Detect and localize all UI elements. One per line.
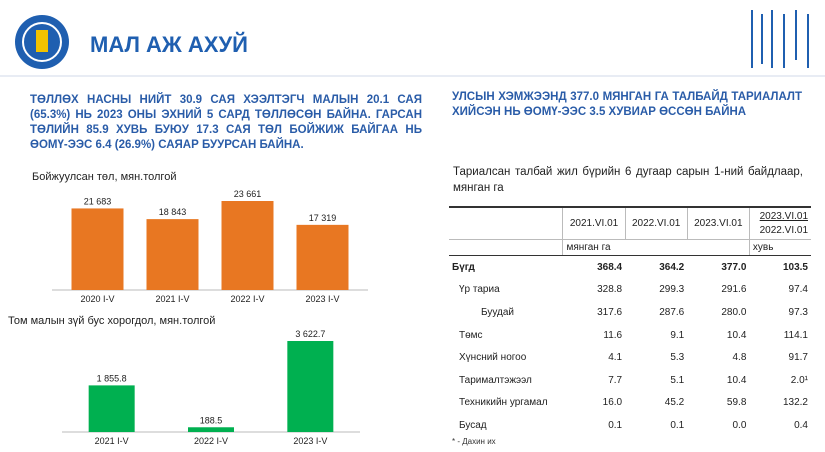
value-label: 23 661	[234, 189, 262, 199]
table-cell: 0.1	[608, 419, 623, 431]
table-cell: Хүнсний ногоо	[459, 352, 527, 364]
left-summary: ТӨЛЛӨХ НАСНЫ НИЙТ 30.9 САЯ ХЭЭЛТЭГЧ МАЛЫ…	[30, 94, 422, 151]
table-row: Бүгд 368.4 364.2 377.0 103.5	[449, 256, 811, 279]
table-cell: хувь	[748, 239, 811, 256]
ratio-header: 2022.VI.01	[759, 224, 808, 236]
table-cell: 4.1	[608, 352, 623, 364]
table-row: Тарималтэжээл 7.7 5.1 10.4 2.0¹	[449, 369, 811, 392]
bar	[88, 385, 135, 432]
table-cell: 4.8	[732, 352, 747, 364]
script-logo	[751, 10, 809, 68]
ratio-header: 2023.VI.01	[759, 210, 808, 222]
x-tick-label: 2021 I-V	[95, 436, 129, 446]
table-cell: Буудай	[481, 306, 514, 318]
table-cell: 291.6	[721, 284, 747, 296]
table-cell: 2023.VI.01	[686, 206, 750, 240]
bar	[188, 427, 234, 432]
chart-title: Том малын зүй бус хорогдол, мян.толгой	[8, 315, 215, 327]
table-cell: 16.0	[602, 397, 623, 409]
table-cell: 103.5	[782, 261, 808, 273]
bar	[296, 224, 349, 290]
value-label: 17 319	[309, 213, 337, 223]
table-cell: 9.1	[670, 329, 685, 341]
table-cell: 364.2	[659, 261, 685, 273]
table-cell	[449, 206, 563, 240]
bar	[71, 208, 124, 290]
value-label: 1 855.8	[97, 373, 127, 383]
table-cell: 5.1	[670, 374, 685, 386]
table-cell: мянган га	[562, 239, 750, 256]
table-cell: 0.0	[732, 419, 747, 431]
table-cell: 299.3	[659, 284, 685, 296]
table-cell: Үр тариа	[459, 284, 500, 296]
table-cell: 59.8	[726, 397, 747, 409]
table-cell: 368.4	[597, 261, 623, 273]
table-row: Бусад 0.1 0.1 0.0 0.4	[449, 414, 811, 437]
table-cell: 11.6	[603, 329, 623, 341]
table-row: Техникийн ургамал 16.0 45.2 59.8 132.2	[449, 392, 811, 415]
table-row: Буудай 317.6 287.6 280.0 97.3	[449, 301, 811, 324]
table-cell: 377.0	[721, 261, 747, 273]
bar	[287, 341, 334, 432]
table-cell: Техникийн ургамал	[459, 397, 548, 409]
table-caption: Тариалсан талбай жил бүрийн 6 дугаар сар…	[453, 166, 803, 194]
x-tick-label: 2021 I-V	[155, 294, 189, 304]
table-cell: 287.6	[659, 306, 685, 318]
table-cell: 0.1	[670, 419, 685, 431]
table-row: 2021.VI.01 2022.VI.01 2023.VI.01 2023.VI.01…	[449, 206, 811, 240]
table-cell: 2022.VI.01	[624, 206, 688, 240]
value-label: 21 683	[84, 196, 112, 206]
table-row: Төмс 11.6 9.1 10.4 114.1	[449, 324, 811, 347]
table-cell: 114.1	[783, 329, 808, 341]
table-row: Үр тариа 328.8 299.3 291.6 97.4	[449, 279, 811, 302]
table-cell: 132.2	[782, 397, 808, 409]
bar	[146, 219, 199, 290]
table-cell: 2.0¹	[790, 374, 808, 386]
table-cell: 2021.VI.01	[562, 206, 626, 240]
table-cell: 91.7	[788, 352, 808, 364]
table-cell: 328.8	[597, 284, 623, 296]
table-cell: Тарималтэжээл	[459, 374, 532, 386]
data-table: 2021.VI.01 2022.VI.01 2023.VI.01 2023.VI.01…	[449, 206, 811, 437]
page-title: МАЛ АЖ АХУЙ	[90, 32, 248, 57]
emblem-center	[36, 30, 48, 52]
table-row: мянган га хувь	[449, 239, 811, 256]
table-cell: 7.7	[608, 374, 623, 386]
value-label: 18 843	[159, 207, 187, 217]
table-cell: Төмс	[459, 329, 483, 341]
table-cell: 280.0	[721, 306, 747, 318]
chart-title: Бойжуулсан төл, мян.толгой	[32, 171, 176, 183]
table-cell: 97.4	[788, 284, 808, 296]
x-tick-label: 2023 I-V	[293, 436, 327, 446]
bar	[221, 201, 274, 290]
table-cell: 0.4	[794, 419, 808, 431]
table-cell: Бүгд	[452, 261, 475, 273]
footnote: * - Дахин их	[452, 437, 496, 446]
table-cell: 10.4	[726, 329, 747, 341]
value-label: 188.5	[200, 415, 223, 425]
table-cell	[449, 239, 563, 256]
x-tick-label: 2020 I-V	[80, 294, 114, 304]
right-summary: УЛСЫН ХЭМЖЭЭНД 377.0 МЯНГАН ГА ТАЛБАЙД Т…	[452, 91, 802, 118]
table-cell: 97.3	[788, 306, 808, 318]
value-label: 3 622.7	[295, 329, 325, 339]
table-cell: 5.3	[670, 352, 685, 364]
table-row: Хүнсний ногоо 4.1 5.3 4.8 91.7	[449, 346, 811, 369]
x-tick-label: 2023 I-V	[305, 294, 339, 304]
emblem-ring	[22, 22, 62, 62]
table-cell: 45.2	[664, 397, 685, 409]
x-tick-label: 2022 I-V	[194, 436, 228, 446]
x-tick-label: 2022 I-V	[230, 294, 264, 304]
table-cell: 317.6	[597, 306, 623, 318]
table-cell: Бусад	[459, 419, 487, 431]
table-cell: 10.4	[726, 374, 747, 386]
table-cell: 2023.VI.01 2022.VI.01	[748, 206, 811, 240]
